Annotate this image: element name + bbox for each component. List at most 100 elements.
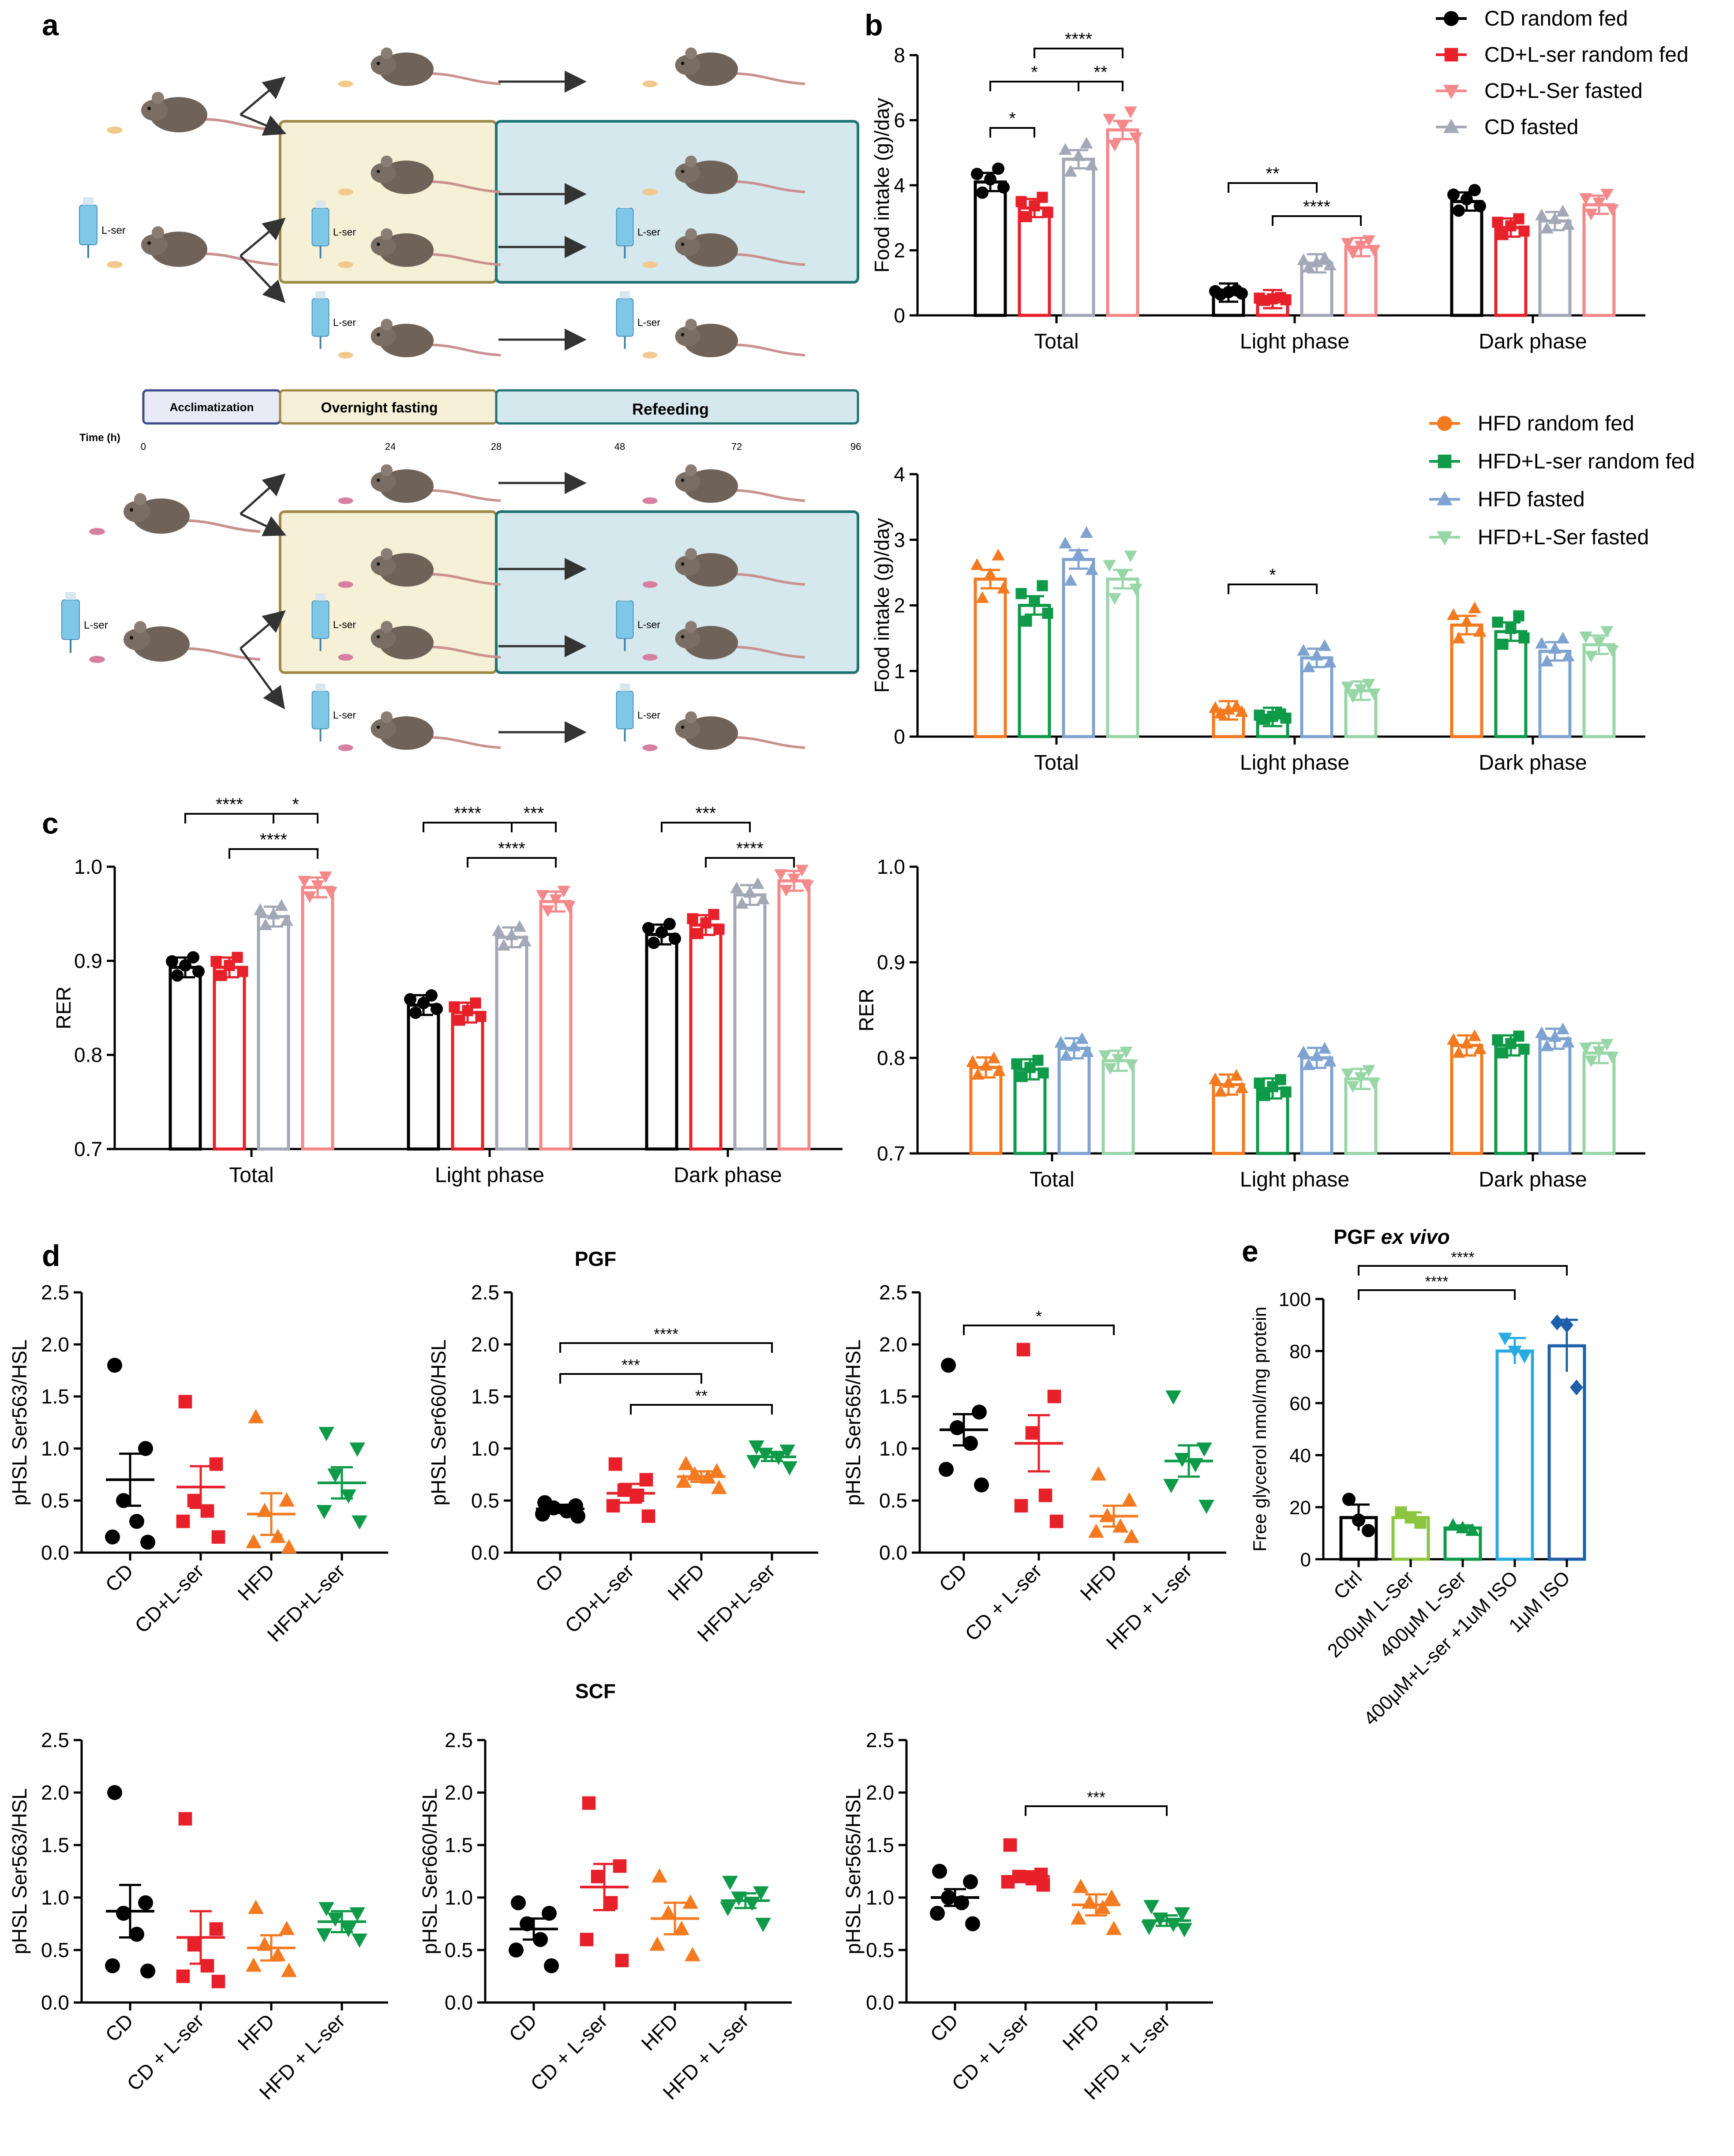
y-tick-label: 0.8 xyxy=(877,1046,905,1069)
data-point xyxy=(1174,1907,1190,1922)
bar-dark-phase-cd-fasted xyxy=(1538,219,1572,317)
data-point xyxy=(1302,1058,1315,1071)
significance-label: ** xyxy=(1094,63,1107,82)
data-point xyxy=(1124,106,1137,118)
significance-bracket xyxy=(511,822,557,832)
mouse-icon-0 xyxy=(107,92,278,134)
mouse-ear xyxy=(381,155,393,168)
mouse-icon-19: L-ser xyxy=(616,683,805,751)
legend-label: HFD+L-ser random fed xyxy=(1478,450,1695,473)
data-point xyxy=(298,876,311,888)
data-point xyxy=(107,1358,122,1373)
y-axis-label: pHSL Ser563/HSL xyxy=(8,1788,31,1954)
mouse-icon-6 xyxy=(642,47,805,87)
data-point xyxy=(1072,547,1085,559)
y-tick-label: 2.5 xyxy=(866,1729,894,1752)
data-point xyxy=(1362,235,1375,247)
data-point xyxy=(1606,204,1619,216)
data-point xyxy=(1085,563,1098,575)
data-point xyxy=(663,917,676,930)
data-point xyxy=(492,924,505,936)
food-pellet-icon xyxy=(107,127,123,134)
data-point xyxy=(939,1462,954,1477)
panel-label-b: b xyxy=(865,8,883,42)
data-point xyxy=(652,1868,667,1883)
x-tick-label: HFD xyxy=(233,1559,279,1605)
data-point xyxy=(1049,1514,1064,1528)
legend-marker xyxy=(1444,48,1458,62)
data-point xyxy=(178,1812,192,1826)
data-point xyxy=(1346,1081,1359,1093)
data-point xyxy=(417,997,430,1010)
y-tick-label: 2.0 xyxy=(879,1333,907,1356)
mouse-head xyxy=(675,326,700,347)
data-point xyxy=(1297,253,1310,266)
data-point xyxy=(648,936,660,949)
mouse-head xyxy=(371,719,396,739)
data-point xyxy=(341,1923,356,1938)
data-point xyxy=(974,1477,989,1493)
arrow-icon-11 xyxy=(239,648,285,710)
data-point xyxy=(327,1913,343,1927)
data-point xyxy=(1310,255,1323,267)
data-point xyxy=(971,168,983,180)
x-tick-label: HFD xyxy=(1075,1559,1121,1605)
data-point xyxy=(1341,1068,1354,1081)
x-tick-label: CD xyxy=(531,1559,568,1596)
data-point xyxy=(963,1436,978,1451)
y-tick-label: 1.0 xyxy=(866,1886,894,1909)
data-point xyxy=(1535,208,1548,221)
data-point xyxy=(1214,288,1227,301)
data-point xyxy=(1505,623,1517,634)
data-point xyxy=(713,924,725,935)
data-point xyxy=(192,965,205,978)
significance-label: **** xyxy=(736,839,764,858)
bar-dark-phase-cd+l-ser-random-fed xyxy=(689,923,723,1151)
legend-label: HFD+L-Ser fasted xyxy=(1478,526,1649,549)
data-point xyxy=(449,1001,460,1013)
legend-label: HFD fasted xyxy=(1478,488,1585,511)
data-point xyxy=(1214,1085,1227,1097)
y-tick-label: 2.0 xyxy=(41,1333,69,1356)
x-tick-label: HFD xyxy=(1058,2009,1104,2055)
bottle-body xyxy=(311,298,330,337)
bar-dark-phase-cd+l-ser-fasted xyxy=(777,879,811,1151)
legend-b-hfd: HFD random fed HFD+L-ser random fed HFD fa… xyxy=(1429,412,1695,549)
significance-bracket xyxy=(423,822,513,832)
food-pellet-icon xyxy=(642,581,658,588)
data-point xyxy=(475,1011,487,1022)
legend-label: CD+L-ser random fed xyxy=(1484,43,1689,67)
data-point xyxy=(685,1947,700,1961)
mouse-icon-11: L-ser xyxy=(61,592,261,663)
lser-label: L-ser xyxy=(333,317,356,328)
data-point xyxy=(1259,714,1270,725)
bottle-cap xyxy=(65,592,76,600)
y-tick-label: 1.0 xyxy=(877,855,905,878)
data-point xyxy=(1021,211,1032,222)
data-point xyxy=(1592,198,1606,210)
mouse-head xyxy=(675,472,700,492)
data-point xyxy=(1297,1045,1310,1058)
mouse-icon-2 xyxy=(338,47,501,87)
data-point xyxy=(801,880,814,892)
data-point xyxy=(1108,140,1121,152)
data-point xyxy=(1367,688,1381,700)
bottle-body xyxy=(79,205,97,245)
mouse-ear xyxy=(685,155,697,168)
x-tick-label: HFD xyxy=(233,2009,279,2055)
data-point xyxy=(1015,588,1027,599)
significance-label: **** xyxy=(654,1325,678,1343)
y-tick-label: 2.0 xyxy=(41,1781,69,1804)
mouse-icon-15: L-ser xyxy=(311,683,501,751)
mouse-tail xyxy=(425,180,501,194)
x-tick-label: CD xyxy=(925,2009,963,2046)
data-point xyxy=(1518,225,1530,237)
y-tick-label: 3 xyxy=(894,528,905,551)
data-point xyxy=(992,1064,1006,1076)
data-point xyxy=(327,1468,343,1483)
mouse-eye xyxy=(130,636,133,640)
y-tick-label: 0.5 xyxy=(41,1489,69,1512)
mouse-tail xyxy=(425,343,501,357)
time-tick-72: 72 xyxy=(731,441,742,452)
